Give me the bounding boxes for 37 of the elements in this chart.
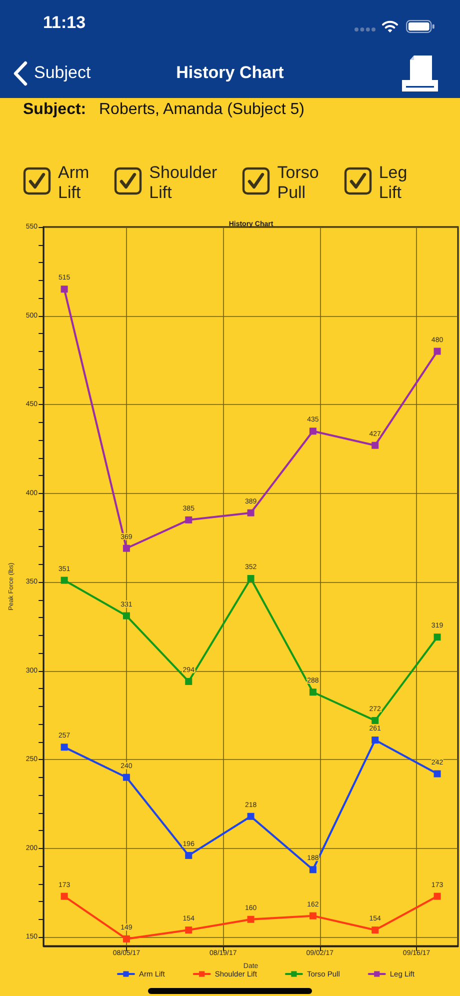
- point: [185, 516, 192, 524]
- point: [185, 852, 192, 859]
- point: [185, 678, 192, 685]
- point: [434, 892, 441, 900]
- text: Roberts, Amanda (Subject 5): [99, 100, 304, 120]
- point: [60, 892, 68, 900]
- text: Subject: [34, 63, 91, 84]
- point: [122, 935, 130, 942]
- point: [185, 926, 192, 934]
- point: [122, 544, 130, 552]
- text: Torso Pull: [277, 163, 319, 202]
- point: [309, 866, 316, 874]
- point: [434, 634, 441, 641]
- text: Leg Lift: [378, 163, 408, 202]
- point: [309, 912, 316, 920]
- point: [372, 736, 379, 744]
- point: [372, 442, 379, 449]
- point: [122, 612, 130, 620]
- text: Shoulder Lift: [149, 163, 218, 202]
- point: [309, 428, 316, 435]
- point: [372, 717, 379, 724]
- point: [372, 926, 379, 934]
- point: [60, 744, 68, 751]
- point: [434, 348, 441, 355]
- point: [434, 770, 441, 778]
- point: [309, 688, 316, 696]
- point: [247, 575, 254, 582]
- point: [247, 812, 254, 820]
- text: 11:13: [43, 13, 86, 34]
- point: [122, 774, 130, 781]
- point: [60, 286, 68, 293]
- point: [60, 576, 68, 584]
- text: Arm Lift: [58, 163, 90, 202]
- text: Subject:: [23, 100, 86, 120]
- text: History Chart: [176, 63, 284, 84]
- point: [247, 916, 254, 923]
- point: [247, 509, 254, 516]
